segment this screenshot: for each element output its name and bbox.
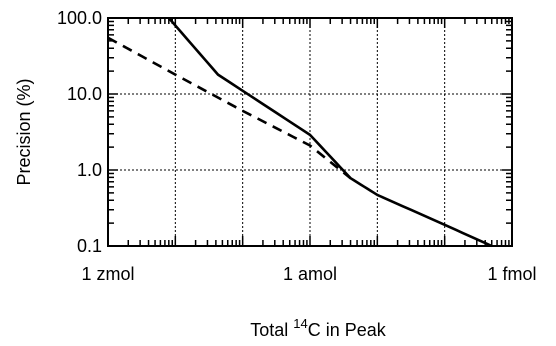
grid-lines: [108, 18, 512, 246]
y-tick-label: 10.0: [67, 84, 102, 104]
x-axis-title-prefix: Total: [250, 320, 293, 340]
x-axis-title: Total 14C in Peak: [250, 316, 387, 340]
y-tick-label: 1.0: [77, 160, 102, 180]
y-tick-label: 0.1: [77, 236, 102, 256]
series-line-dashed: [107, 36, 352, 180]
y-tick-label: 100.0: [57, 8, 102, 28]
series-line-solid: [167, 17, 493, 248]
x-tick-label: 1 zmol: [81, 264, 134, 284]
plot-frame: [107, 17, 513, 247]
x-axis-title-superscript: 14: [293, 316, 307, 331]
y-axis-title: Precision (%): [14, 78, 34, 185]
x-tick-label: 1 fmol: [487, 264, 536, 284]
x-tick-label: 1 amol: [283, 264, 337, 284]
series-lines: [107, 17, 493, 248]
tick-labels: 1 zmol 1 amol 1 fmol 0.1 1.0 10.0 100.0: [57, 8, 537, 284]
x-axis-title-suffix: C in Peak: [308, 320, 387, 340]
